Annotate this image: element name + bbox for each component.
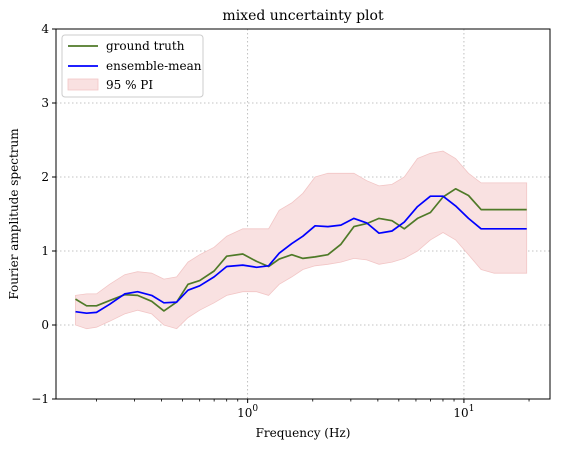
ensemble-mean-line [75, 195, 527, 315]
y-tick-label: 2 [41, 170, 49, 184]
legend-label-ensemble-mean: ensemble-mean [106, 59, 202, 73]
y-tick-label: 4 [41, 22, 49, 36]
legend-swatch-prediction-interval [67, 78, 99, 91]
plot-frame [55, 28, 551, 400]
y-tick-label: 3 [41, 96, 49, 110]
x-tick-label: 100 [237, 404, 258, 420]
y-tick-label: 0 [41, 318, 49, 332]
chart-title: mixed uncertainty plot [222, 8, 384, 24]
x-axis-label: Frequency (Hz) [256, 426, 351, 440]
legend: ground truth ensemble-mean 95 % PI [61, 34, 204, 98]
legend-label-ground-truth: ground truth [106, 39, 185, 53]
legend-label-prediction-interval: 95 % PI [106, 78, 153, 92]
y-tick-label: 1 [41, 244, 49, 258]
series-layer [75, 187, 527, 315]
ground-truth-line [75, 187, 527, 312]
x-tick-label: 101 [453, 404, 474, 420]
ticks: −1 0 1 2 3 4 100 101 [31, 22, 530, 420]
y-tick-label: −1 [31, 392, 49, 406]
y-axis-label: Fourier amplitude spectrum [7, 128, 21, 300]
